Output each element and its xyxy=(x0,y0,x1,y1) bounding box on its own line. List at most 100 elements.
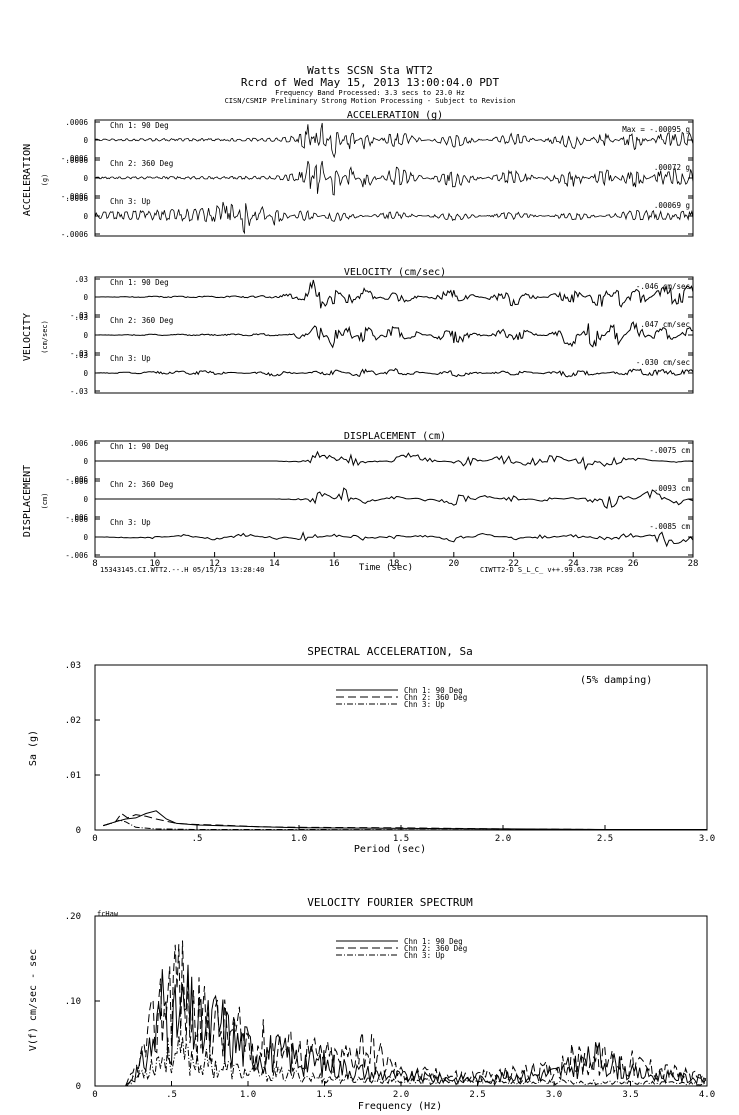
x-tick-label: 2.5 xyxy=(597,834,613,844)
series-line-chn-2-360-deg xyxy=(95,321,693,349)
time-series-panels: ACCELERATION (g) ACCELERATION (g) .0006 0 -.0… xyxy=(22,110,694,560)
x-tick-label: 1.5 xyxy=(393,834,409,844)
fourier-ylabel: V(f) cm/sec - sec xyxy=(28,949,39,1051)
channel-peak: -.0075 cm xyxy=(649,446,690,455)
time-tick-label: 16 xyxy=(329,559,340,569)
x-tick-label: 4.0 xyxy=(699,1090,715,1100)
time-panel-1: ACCELERATION (g) ACCELERATION (g) .0006 0 -.0… xyxy=(22,110,694,239)
y-tick-label: .10 xyxy=(65,997,81,1007)
channel-y-tick: 0 xyxy=(83,174,88,183)
x-tick-label: 0 xyxy=(92,1090,97,1100)
y-tick-label: 0 xyxy=(76,1082,81,1092)
channel-y-tick: 0 xyxy=(83,533,88,542)
channel-y-tick: 0 xyxy=(83,331,88,340)
time-panel-units: (cm) xyxy=(41,493,49,510)
series-line-chn-2-360-deg xyxy=(94,160,694,196)
series-line-chn-3-up xyxy=(103,819,708,831)
x-tick-label: .5 xyxy=(166,1090,177,1100)
time-tick-label: 20 xyxy=(448,559,459,569)
channel-y-tick: .0006 xyxy=(65,194,88,203)
channel-y-tick: -.006 xyxy=(65,551,88,560)
spectral-frame xyxy=(94,664,708,831)
channel-y-tick: 0 xyxy=(83,457,88,466)
series-line-chn-2-360-deg xyxy=(103,812,707,830)
time-axis-label: Time (sec) xyxy=(359,563,413,573)
legend-entry: Chn 1: 90 Deg xyxy=(404,686,463,695)
channel-y-tick: -.03 xyxy=(70,311,88,320)
channel-y-tick: -.0006 xyxy=(61,192,89,201)
channel-y-tick: .03 xyxy=(74,351,88,360)
header-record: Rcrd of Wed May 15, 2013 13:00:04.0 PDT xyxy=(241,76,500,89)
channel-y-tick: .006 xyxy=(70,477,89,486)
x-tick-label: 1.5 xyxy=(316,1090,332,1100)
channel-y-tick: 0 xyxy=(83,369,88,378)
time-panel-title: DISPLACEMENT (cm) xyxy=(344,431,446,442)
y-tick-label: 0 xyxy=(76,826,81,836)
channel-y-tick: -.006 xyxy=(65,475,88,484)
x-tick-label: 3.5 xyxy=(622,1090,638,1100)
channel-y-tick: -.0006 xyxy=(61,154,89,163)
channel-label: Chn 1: 90 Deg xyxy=(110,121,169,130)
x-tick-label: 3.0 xyxy=(699,834,715,844)
channel-label: Chn 2: 360 Deg xyxy=(110,480,173,489)
channel-y-tick: .03 xyxy=(74,275,88,284)
footer-left: 15343145.CI.WTT2.--.H 05/15/13 13:28:40 xyxy=(100,566,264,574)
time-tick-label: 8 xyxy=(92,559,97,569)
time-tick-label: 28 xyxy=(688,559,699,569)
channel-y-tick: -.03 xyxy=(70,349,88,358)
channel-y-tick: .03 xyxy=(74,313,88,322)
channel-peak: .047 cm/sec xyxy=(640,320,690,329)
channel-y-tick: 0 xyxy=(83,495,88,504)
channel-y-tick: .006 xyxy=(70,439,89,448)
channel-peak: -.046 cm/sec xyxy=(636,282,690,291)
channel-label: Chn 3: Up xyxy=(110,518,151,527)
header-disclaimer: CISN/CSMIP Preliminary Strong Motion Pro… xyxy=(225,97,516,105)
x-tick-label: 3.0 xyxy=(546,1090,562,1100)
time-tick-label: 22 xyxy=(508,559,519,569)
series-line-chn-3-up xyxy=(125,1035,707,1087)
time-tick-label: 10 xyxy=(149,559,160,569)
fourier-corner-label: fcHaw xyxy=(97,910,119,918)
channel-y-tick: .0006 xyxy=(65,156,88,165)
header-band: Frequency Band Processed: 3.3 secs to 23… xyxy=(275,89,465,97)
channel-y-tick: .006 xyxy=(70,515,89,524)
series-line-chn-3-up xyxy=(95,368,694,378)
channel-peak: Max = -.00095 g xyxy=(622,125,690,134)
fourier-ticks: 0 .5 1.0 1.5 2.0 2.5 3.0 3.5 4.0 0 .10 .20 xyxy=(65,912,715,1100)
y-tick-label: .03 xyxy=(65,661,81,671)
y-tick-label: .02 xyxy=(65,716,81,726)
fourier-spectrum-chart: VELOCITY FOURIER SPECTRUM fcHaw 0 .5 1.0 1.… xyxy=(28,896,715,1112)
x-tick-label: 1.0 xyxy=(291,834,307,844)
fourier-title: VELOCITY FOURIER SPECTRUM xyxy=(307,896,473,909)
header-station: Watts SCSN Sta WTT2 xyxy=(307,64,433,77)
time-tick-label: 18 xyxy=(389,559,400,569)
damping-note: (5% damping) xyxy=(580,675,652,686)
time-axis-ticks: 8 10 12 14 16 18 20 22 24 26 28 xyxy=(92,552,698,569)
x-tick-label: .5 xyxy=(192,834,203,844)
legend-entry: Chn 3: Up xyxy=(404,951,445,960)
time-panel-units: (cm/sec) xyxy=(41,320,49,354)
series-line-chn-1-90-deg xyxy=(125,964,707,1087)
channel-y-tick: -.0006 xyxy=(61,230,89,239)
x-tick-label: 2.5 xyxy=(469,1090,485,1100)
legend-entry: Chn 2: 360 Deg xyxy=(404,944,467,953)
spectral-xlabel: Period (sec) xyxy=(354,844,426,855)
channel-y-tick: 0 xyxy=(83,136,88,145)
time-panel-title: ACCELERATION (g) xyxy=(347,110,443,121)
fourier-xlabel: Frequency (Hz) xyxy=(358,1101,442,1112)
time-panel-ylabel: DISPLACEMENT xyxy=(22,465,33,537)
x-tick-label: 2.0 xyxy=(393,1090,409,1100)
time-panel-3: DISPLACEMENT (cm) DISPLACEMENT (cm) .006 0 -.… xyxy=(22,431,694,560)
channel-y-tick: -.006 xyxy=(65,513,88,522)
channel-label: Chn 2: 360 Deg xyxy=(110,316,173,325)
channel-peak: -.030 cm/sec xyxy=(636,358,690,367)
channel-peak: -.0085 cm xyxy=(649,522,690,531)
channel-y-tick: -.03 xyxy=(70,387,88,396)
y-tick-label: .01 xyxy=(65,771,81,781)
footer-right: CIWTT2-D S_L_C_ v++.99.63.73R PC89 xyxy=(480,566,623,574)
series-line-chn-3-up xyxy=(95,531,694,548)
spectral-ticks: 0 .5 1.0 1.5 2.0 2.5 3.0 0 .01 .02 .03 xyxy=(65,661,715,844)
